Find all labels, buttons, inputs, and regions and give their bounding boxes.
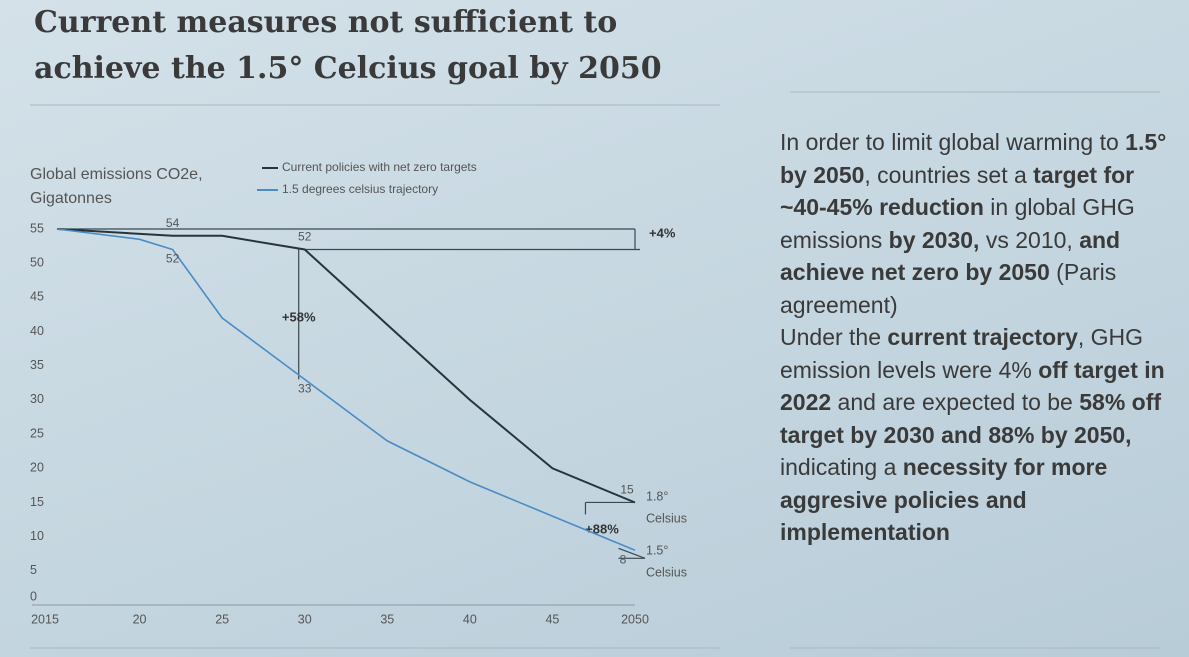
text-run: target for ~40-45% reduction — [780, 161, 1135, 221]
end-label: Celsius — [646, 565, 687, 579]
x-tick-label: 20 — [133, 612, 147, 626]
legend-label: 1.5 degrees celsius trajectory — [282, 182, 438, 196]
value-label: 52 — [298, 230, 312, 244]
y-tick-label: 20 — [30, 461, 44, 475]
text-run: vs 2010, — [979, 226, 1080, 253]
value-label: 33 — [298, 382, 312, 396]
x-tick-label: 40 — [463, 612, 477, 626]
annotation: +88% — [585, 521, 619, 536]
value-label: 8 — [620, 552, 627, 566]
text-run: Under the — [780, 324, 888, 350]
text-run: In order to limit global warming to — [780, 129, 1126, 155]
y-tick-label: 40 — [30, 324, 44, 338]
y-tick-label: 10 — [30, 529, 44, 543]
x-tick-label: 2050 — [621, 612, 649, 626]
paragraph: In order to limit global warming to 1.5°… — [780, 126, 1175, 321]
legend-label: Current policies with net zero targets — [282, 160, 477, 174]
y-tick-label: 45 — [30, 290, 44, 304]
text-run: , countries set a — [864, 161, 1034, 188]
slide-title: Current measures not sufficient to achie… — [34, 5, 662, 86]
value-label: 52 — [166, 252, 180, 266]
value-label: 54 — [166, 216, 180, 230]
series-line — [56, 228, 636, 552]
x-tick-label: 45 — [545, 612, 559, 626]
text-run: by 2030, — [888, 226, 980, 253]
text-run: in global GHG emissions — [780, 194, 1135, 253]
x-tick-label: 35 — [380, 612, 394, 626]
text-run: (Paris agreement) — [780, 259, 1117, 318]
y-tick-label: 35 — [30, 358, 44, 372]
text-run: off target in 2022 — [780, 356, 1165, 416]
text-run: current trajectory — [887, 324, 1078, 350]
y-tick-label: 0 — [30, 589, 37, 603]
text-run: and achieve net zero by 2050 — [780, 226, 1121, 286]
annotation: +58% — [282, 309, 316, 324]
y-tick-label: 5 — [30, 563, 37, 577]
text-run: necessity for more aggresive policies an… — [780, 454, 1108, 545]
x-tick-label: 30 — [298, 612, 312, 626]
text-run: indicating a — [780, 454, 903, 480]
text-run: , GHG emission levels were 4% — [780, 324, 1144, 383]
y-tick-label: 55 — [30, 221, 44, 235]
series-line — [56, 228, 636, 504]
annotation: +4% — [649, 225, 676, 240]
end-label: Celsius — [646, 511, 687, 525]
text-run: 58% off target by 2030 and 88% by 2050, — [780, 389, 1162, 448]
bracket — [618, 547, 646, 559]
y-tick-label: 25 — [30, 426, 44, 440]
y-tick-label: 30 — [30, 392, 44, 406]
paragraph: Under the current trajectory, GHG emissi… — [780, 321, 1175, 549]
text-run: 1.5° by 2050 — [780, 129, 1167, 188]
end-label: 1.5° — [646, 543, 668, 557]
x-tick-label: 2015 — [31, 612, 59, 626]
y-tick-label: 50 — [30, 255, 44, 269]
y-axis-title: Global emissions CO2e, — [30, 166, 203, 183]
end-label: 1.8° — [646, 489, 668, 503]
x-tick-label: 25 — [215, 612, 229, 626]
side-text: In order to limit global warming to 1.5°… — [780, 126, 1175, 549]
value-label: 15 — [620, 483, 634, 497]
y-axis-title: Gigatonnes — [30, 190, 112, 207]
y-tick-label: 15 — [30, 495, 44, 509]
text-run: and are expected to be — [831, 389, 1080, 415]
